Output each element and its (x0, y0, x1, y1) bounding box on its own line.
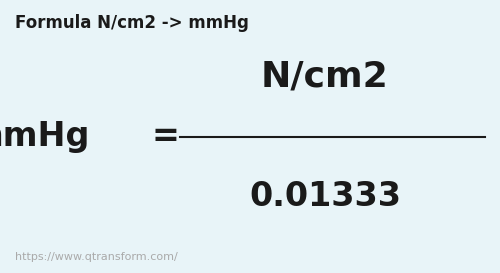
Text: Formula N/cm2 -> mmHg: Formula N/cm2 -> mmHg (15, 14, 249, 32)
Text: =: = (151, 120, 179, 153)
Text: https://www.qtransform.com/: https://www.qtransform.com/ (15, 252, 178, 262)
Text: N/cm2: N/cm2 (261, 60, 389, 93)
Text: mmHg: mmHg (0, 120, 90, 153)
Text: 0.01333: 0.01333 (249, 180, 401, 213)
